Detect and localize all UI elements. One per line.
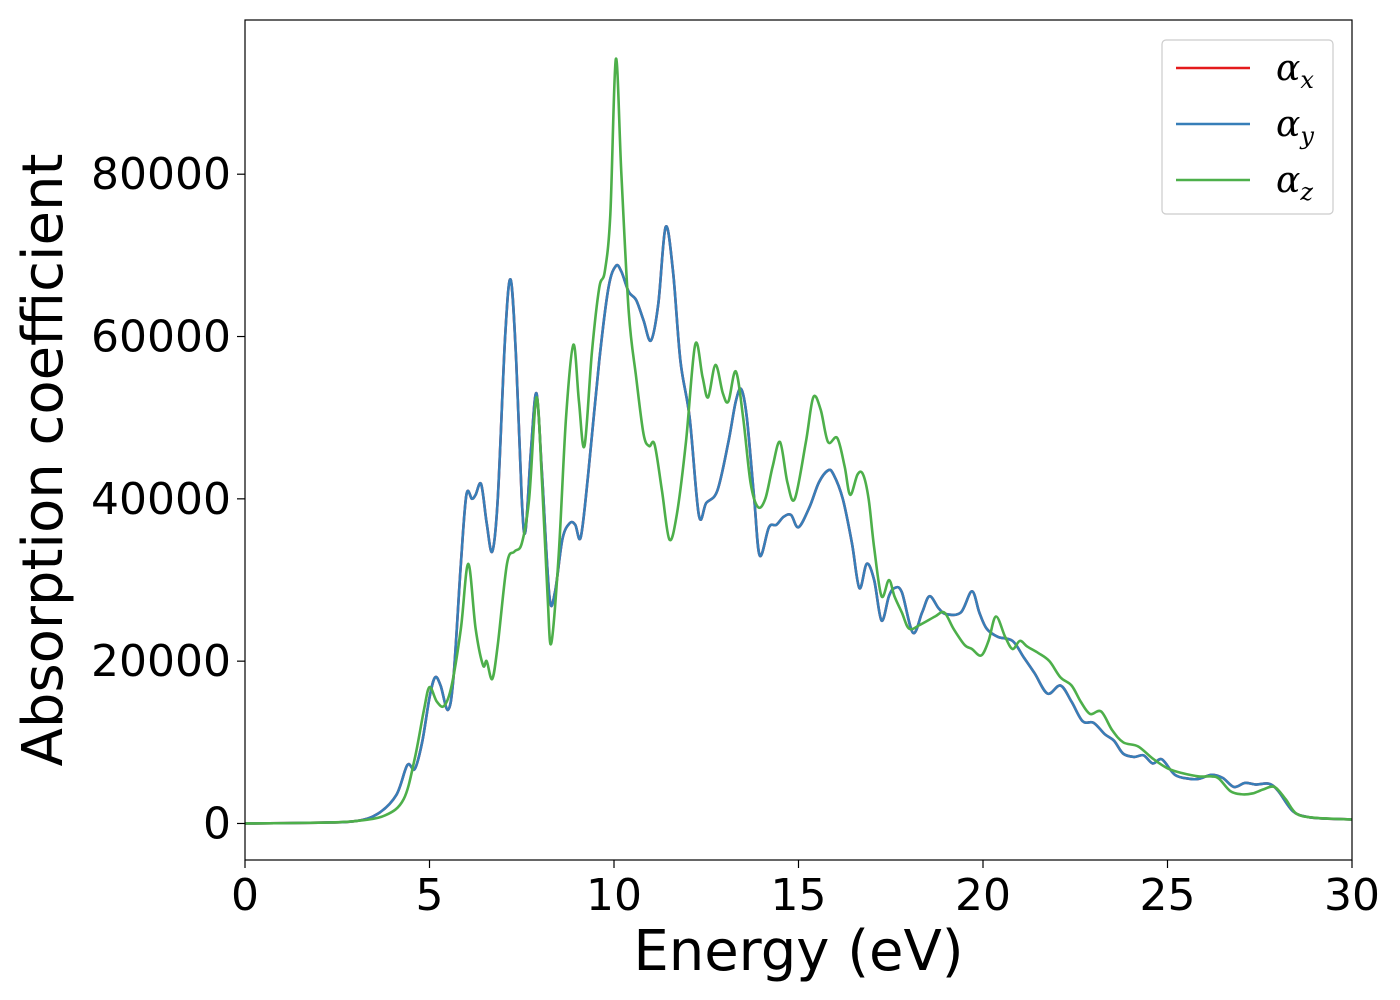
y-axis-label: Absorption coefficient [11,154,76,767]
y-tick-label: 60000 [91,312,231,363]
x-axis-ticks: 0 5 10 15 20 25 30 [231,860,1380,921]
series-line-y [244,225,1353,825]
series-lines [244,57,1353,825]
x-tick-label: 10 [586,870,642,921]
y-tick-label: 40000 [91,474,231,525]
y-tick-label: 20000 [91,636,231,687]
series-line-z [244,57,1353,825]
x-tick-label: 30 [1324,870,1380,921]
x-tick-label: 25 [1140,870,1196,921]
legend-label-x: αx [1276,48,1314,94]
legend: αx αy αz [1161,39,1334,215]
x-tick-label: 20 [955,870,1011,921]
x-axis-label: Energy (eV) [633,919,963,984]
y-axis-ticks: 0 20000 40000 60000 80000 [91,149,245,849]
legend-label-z: αz [1276,160,1313,206]
x-tick-label: 0 [231,870,259,921]
y-tick-label: 80000 [91,149,231,200]
x-tick-label: 15 [771,870,827,921]
x-tick-label: 5 [416,870,444,921]
y-tick-label: 0 [203,798,231,849]
legend-box [1161,39,1334,215]
legend-label-y: αy [1276,104,1314,150]
